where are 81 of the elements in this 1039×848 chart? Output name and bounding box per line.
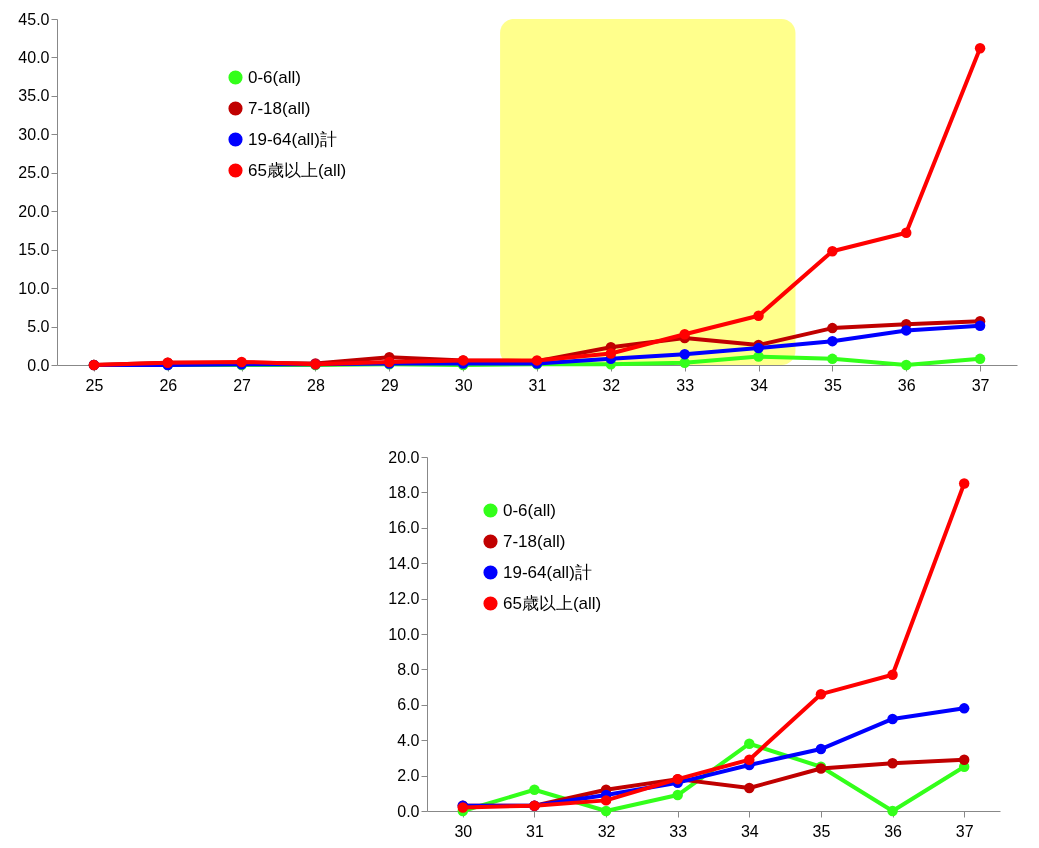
legend-label: 7-18(all): [503, 531, 566, 551]
x-tick-label: 35: [812, 822, 831, 840]
point: [974, 42, 986, 54]
point: [672, 789, 683, 801]
x-tick-label: 27: [233, 376, 252, 394]
y-tick-label: 5.0: [27, 318, 50, 336]
point: [744, 738, 755, 749]
x-tick-label: 25: [85, 376, 104, 394]
point: [679, 329, 690, 340]
x-tick-label: 36: [884, 822, 903, 840]
legend-label: 65歳以上(all): [503, 593, 602, 613]
point: [974, 353, 986, 365]
point: [815, 688, 827, 700]
x-tick-label: 32: [602, 376, 621, 394]
y-tick-label: 6.0: [397, 696, 420, 714]
y-tick-label: 0.0: [27, 356, 50, 374]
y-tick-label: 25.0: [18, 164, 50, 182]
x-tick-label: 31: [528, 376, 547, 394]
y-tick-label: 8.0: [397, 660, 420, 678]
x-tick-label: 29: [380, 376, 399, 394]
point: [679, 349, 690, 360]
point: [958, 478, 970, 489]
x-tick-label: 30: [454, 822, 473, 840]
point: [753, 351, 764, 362]
point: [974, 320, 986, 332]
point: [605, 348, 617, 359]
point: [900, 227, 912, 238]
legend-label: 65歳以上(all): [248, 160, 347, 180]
y-tick-label: 10.0: [18, 279, 50, 297]
x-tick-label: 34: [750, 376, 769, 394]
y-tick-label: 20.0: [388, 448, 420, 466]
legend-label: 0-6(all): [248, 67, 301, 87]
x-tick-label: 32: [597, 822, 616, 840]
y-tick-label: 20.0: [18, 202, 50, 220]
y-tick-label: 18.0: [388, 483, 420, 501]
point: [753, 310, 764, 322]
y-tick-label: 0.0: [397, 802, 420, 820]
x-tick-label: 37: [955, 822, 974, 840]
point: [600, 795, 612, 806]
x-tick-label: 33: [676, 376, 695, 394]
y-tick-label: 30.0: [18, 125, 50, 143]
point: [600, 805, 612, 817]
point: [887, 757, 898, 769]
point: [900, 359, 912, 371]
y-tick-label: 12.0: [388, 590, 420, 608]
legend-label: 19-64(all)計: [248, 129, 337, 149]
x-tick-label: 36: [897, 376, 916, 394]
point: [744, 754, 755, 765]
x-tick-label: 26: [159, 376, 178, 394]
x-tick-label: 30: [454, 376, 473, 394]
point: [815, 743, 827, 755]
y-tick-label: 35.0: [18, 87, 50, 105]
point: [958, 703, 970, 714]
y-tick-label: 2.0: [397, 767, 420, 785]
point: [827, 322, 838, 334]
legend-label: 19-64(all)計: [503, 562, 592, 582]
x-tick-label: 33: [669, 822, 688, 840]
legend-label: 7-18(all): [248, 98, 311, 118]
y-tick-label: 4.0: [397, 731, 420, 749]
y-tick-label: 15.0: [18, 241, 50, 259]
y-tick-label: 40.0: [18, 48, 50, 66]
x-tick-label: 35: [823, 376, 842, 394]
y-tick-label: 16.0: [388, 519, 420, 537]
y-tick-label: 10.0: [388, 625, 420, 643]
x-tick-label: 31: [526, 822, 544, 840]
point: [744, 782, 755, 794]
point: [900, 325, 912, 336]
legend-label: 0-6(all): [503, 500, 556, 520]
x-tick-label: 34: [740, 822, 759, 840]
point: [827, 335, 838, 347]
x-tick-label: 28: [307, 376, 325, 394]
point: [887, 713, 898, 725]
point: [827, 353, 838, 365]
y-tick-label: 14.0: [388, 554, 420, 572]
point: [958, 754, 970, 765]
y-tick-label: 45.0: [18, 10, 50, 28]
point: [887, 669, 898, 680]
point: [529, 784, 540, 795]
point: [887, 805, 898, 817]
x-tick-label: 37: [971, 376, 990, 394]
point: [827, 245, 838, 257]
